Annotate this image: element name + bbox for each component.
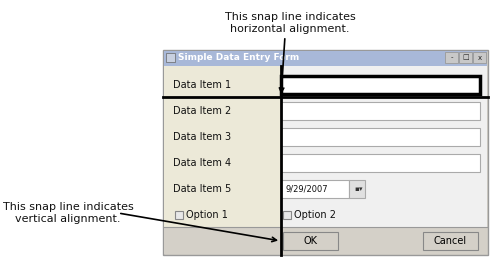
Text: Option 1: Option 1 <box>186 210 228 220</box>
Text: Simple Data Entry Form: Simple Data Entry Form <box>178 53 299 62</box>
Bar <box>281 180 349 198</box>
Bar <box>164 51 487 66</box>
Text: This snap line indicates
horizontal alignment.: This snap line indicates horizontal alig… <box>225 12 355 34</box>
Text: Data Item 5: Data Item 5 <box>173 184 231 194</box>
Bar <box>281 76 480 94</box>
Bar <box>281 66 487 254</box>
Bar <box>281 76 480 94</box>
Bar <box>281 128 480 146</box>
Bar <box>281 154 480 172</box>
Bar <box>164 227 487 254</box>
Bar <box>175 211 183 219</box>
Text: OK: OK <box>303 236 318 246</box>
Bar <box>423 232 478 250</box>
Text: Data Item 3: Data Item 3 <box>173 132 231 142</box>
Text: Data Item 4: Data Item 4 <box>173 158 231 168</box>
Text: Data Item 2: Data Item 2 <box>173 106 231 116</box>
Text: Option 2: Option 2 <box>294 210 336 220</box>
Text: Cancel: Cancel <box>434 236 467 246</box>
Text: 9/29/2007: 9/29/2007 <box>285 184 328 194</box>
Bar <box>283 211 291 219</box>
Text: -: - <box>450 54 453 61</box>
Text: ▪: ▪ <box>354 186 359 192</box>
Bar <box>459 52 472 63</box>
Bar <box>163 50 488 255</box>
Bar <box>445 52 458 63</box>
Bar <box>349 180 365 198</box>
Text: □: □ <box>462 54 469 61</box>
Bar <box>473 52 486 63</box>
Bar <box>283 232 338 250</box>
Text: Data Item 1: Data Item 1 <box>173 80 231 90</box>
Bar <box>164 66 487 254</box>
Text: ▾: ▾ <box>359 186 363 192</box>
Text: This snap line indicates
vertical alignment.: This snap line indicates vertical alignm… <box>2 202 133 224</box>
Text: x: x <box>477 54 482 61</box>
Bar <box>166 53 175 62</box>
Bar <box>281 102 480 120</box>
